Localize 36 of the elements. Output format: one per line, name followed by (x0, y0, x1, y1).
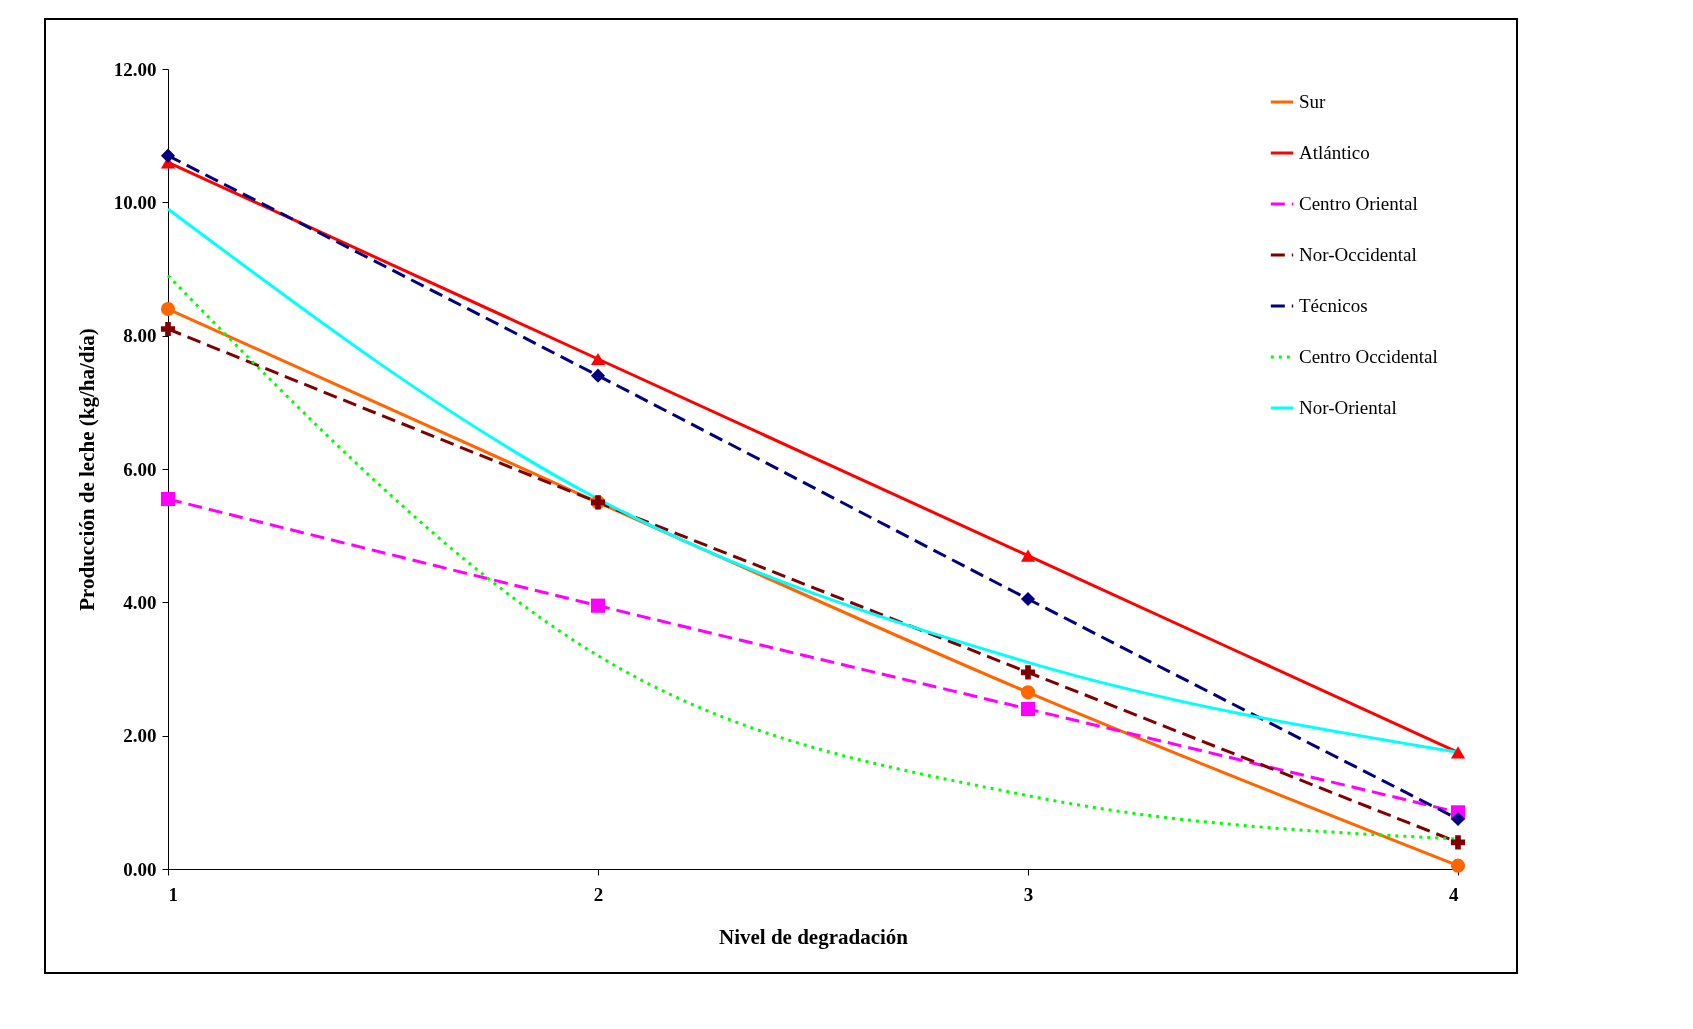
y-tick-label: 2.00 (123, 725, 157, 747)
point (1020, 591, 1036, 607)
x-tick-label: 3 (1023, 883, 1034, 905)
point (1020, 665, 1036, 680)
y-axis-title: Producción de leche (kg/ha/día) (74, 328, 99, 611)
legend-label: Centro Oriental (1299, 193, 1418, 214)
y-tick-label: 12.00 (113, 58, 157, 80)
legend-label: Sur (1299, 91, 1327, 112)
legend-label: Técnicos (1299, 295, 1368, 316)
legend-label: Centro Occidental (1299, 346, 1438, 367)
y-tick-label: 6.00 (123, 458, 157, 480)
y-tick-label: 4.00 (123, 591, 157, 613)
point (1450, 811, 1466, 827)
x-tick-label: 2 (593, 883, 604, 905)
y-tick-label: 8.00 (123, 325, 157, 347)
point (590, 352, 606, 366)
point (160, 491, 176, 507)
point (1020, 701, 1036, 717)
point (590, 368, 606, 383)
legend-label: Atlántico (1299, 142, 1370, 163)
point (160, 321, 176, 337)
x-tick-label: 1 (168, 883, 178, 905)
x-tick-label: 4 (1449, 883, 1459, 905)
point (160, 148, 176, 163)
legend-label: Nor-Occidental (1299, 244, 1417, 265)
y-tick-label: 10.00 (113, 191, 157, 213)
legend-label: Nor-Oriental (1299, 397, 1397, 418)
point (1020, 685, 1036, 700)
point (1450, 858, 1466, 873)
x-axis-title: Nivel de degradación (719, 924, 909, 949)
point (160, 301, 176, 317)
point (1450, 746, 1466, 759)
point (1450, 835, 1466, 850)
point (590, 598, 606, 613)
y-tick-label: 0.00 (123, 858, 157, 880)
point (1020, 549, 1036, 562)
